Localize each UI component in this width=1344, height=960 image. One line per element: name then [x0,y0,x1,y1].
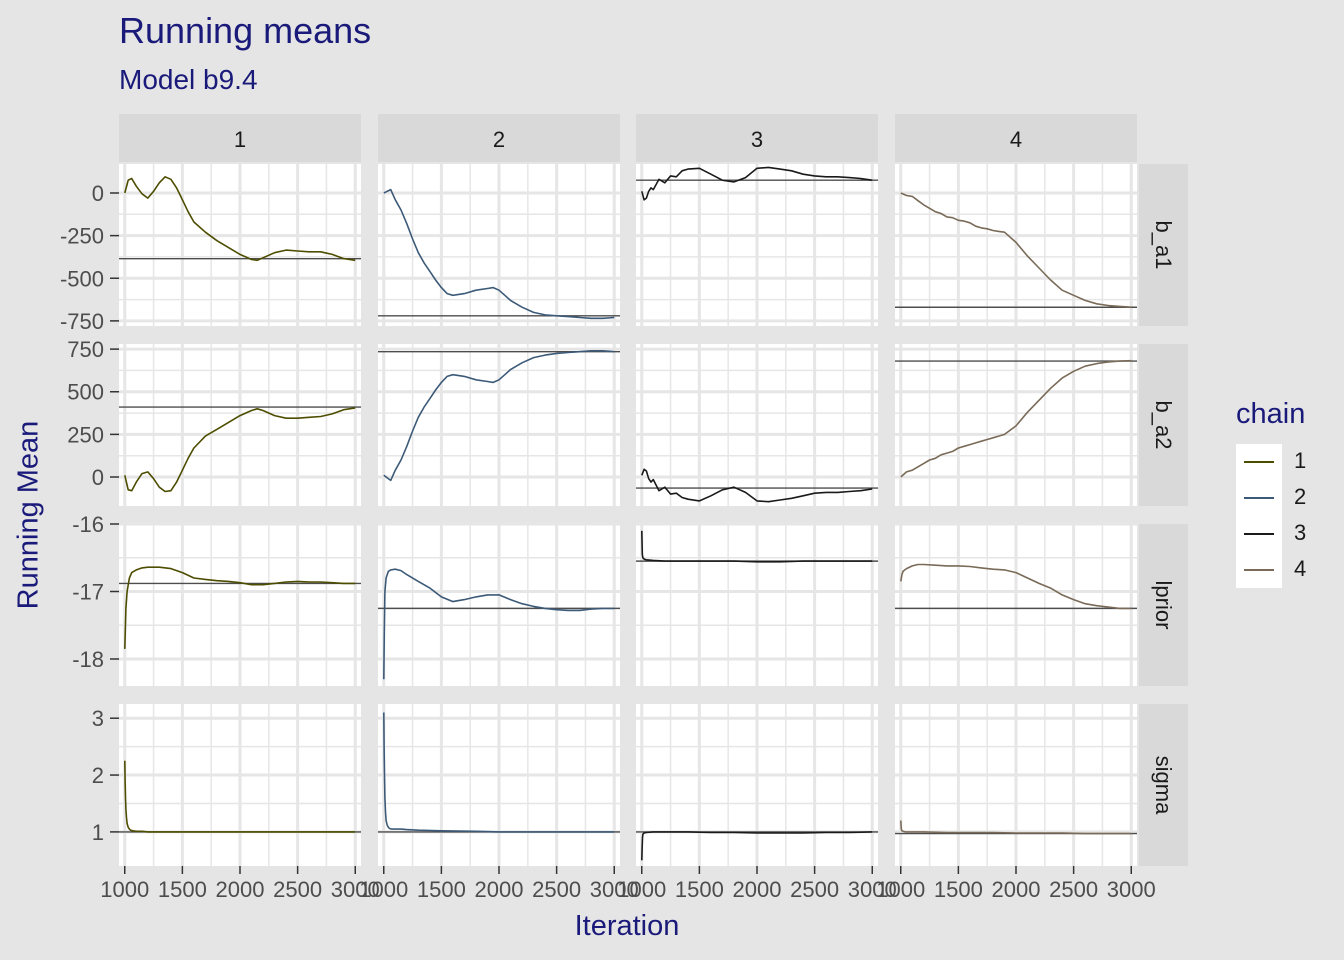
x-tick-label: 2500 [1049,877,1098,902]
x-tick-label: 3000 [1107,877,1156,902]
y-tick-label: -250 [60,224,104,249]
legend-key [1236,516,1282,552]
x-tick-label: 3000 [590,877,639,902]
x-tick-label: 1500 [934,877,983,902]
facet-strip-row-label: lprior [1151,581,1176,630]
legend-swatch [1244,497,1274,499]
series-line-chain-3 [641,166,873,201]
x-tick-label: 1500 [158,877,207,902]
x-tick-label: 1000 [876,877,925,902]
y-tick-label: -750 [60,309,104,334]
chart-title: Running means [119,10,372,51]
y-tick-label: -17 [72,580,104,605]
series-line-chain-3 [641,530,873,563]
facet-strip-column [378,114,620,162]
series-line-chain-1 [124,407,356,493]
x-tick-label: 2000 [992,877,1041,902]
x-tick-label: 2500 [790,877,839,902]
legend-label: 1 [1294,448,1307,473]
series-line-chain-4 [900,192,1132,308]
legend-key [1236,444,1282,480]
facet-strip-column-label: 2 [493,127,505,152]
series-line-chain-4 [900,820,1132,835]
series-line-chain-1 [124,176,356,262]
y-tick-label: 0 [92,181,104,206]
x-tick-label: 1000 [359,877,408,902]
facet-strip-column-label: 4 [1010,127,1022,152]
legend-swatch [1244,569,1274,571]
facet-strip-column-label: 3 [751,127,763,152]
y-tick-label: 1 [92,820,104,845]
series-line-chain-2 [383,188,615,320]
y-axis-label: Running Mean [12,420,45,610]
x-tick-label: 1000 [100,877,149,902]
y-tick-label: -16 [72,512,104,537]
facet-strip-row [1139,704,1188,866]
legend-item-chain-2: 2 [1232,480,1332,516]
legend-item-chain-3: 3 [1232,516,1332,552]
series-line-chain-3 [641,831,873,861]
facet-strip-column-label: 1 [234,127,246,152]
legend: chain 1 2 3 4 [1232,398,1332,588]
facet-strip-row [1139,164,1188,326]
y-tick-label: 250 [67,422,104,447]
facet-strip-row-label: b_a1 [1151,221,1176,270]
legend-label: 4 [1294,556,1307,581]
series-line-chain-1 [124,566,356,649]
facet-strip-column [119,114,361,162]
facet-strip-column [895,114,1137,162]
x-tick-label: 1500 [417,877,466,902]
legend-swatch [1244,533,1274,535]
y-tick-label: -18 [72,647,104,672]
y-tick-label: -500 [60,266,104,291]
x-tick-label: 1000 [617,877,666,902]
series-line-chain-4 [900,359,1132,478]
x-tick-label: 2500 [532,877,581,902]
facet-strip-row [1139,524,1188,686]
x-tick-label: 1500 [675,877,724,902]
facet-strip-row [1139,344,1188,506]
series-line-chain-4 [900,563,1132,610]
legend-title: chain [1236,398,1306,430]
facet-strip-row-label: b_a2 [1151,401,1176,450]
series-line-chain-2 [383,712,615,833]
facet-strip-row-label: sigma [1151,756,1176,815]
y-tick-label: 750 [67,337,104,362]
x-tick-label: 3000 [848,877,897,902]
x-tick-label: 2000 [733,877,782,902]
legend-swatch [1244,461,1274,463]
y-tick-label: 3 [92,706,104,731]
legend-key [1236,480,1282,516]
chart-subtitle: Model b9.4 [119,64,258,95]
series-line-chain-2 [383,568,615,680]
series-line-chain-1 [124,760,356,833]
x-tick-label: 2000 [475,877,524,902]
x-axis-label: Iteration [574,910,680,942]
legend-label: 3 [1294,520,1307,545]
legend-item-chain-4: 4 [1232,552,1332,588]
x-tick-label: 2000 [216,877,265,902]
x-tick-label: 2500 [273,877,322,902]
legend-key [1236,552,1282,588]
x-tick-label: 3000 [331,877,380,902]
facet-strip-column [636,114,878,162]
legend-label: 2 [1294,484,1307,509]
series-line-chain-3 [641,468,873,503]
y-tick-label: 500 [67,380,104,405]
legend-item-chain-1: 1 [1232,444,1332,480]
y-tick-label: 0 [92,465,104,490]
series-line-chain-2 [383,349,615,482]
y-tick-label: 2 [92,763,104,788]
legend-keys: 1 2 3 4 [1232,444,1332,588]
